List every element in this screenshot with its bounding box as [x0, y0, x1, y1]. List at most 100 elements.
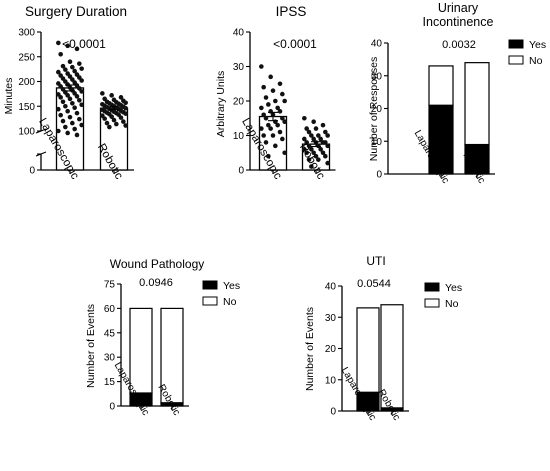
- data-point: [77, 61, 82, 66]
- bar-segment-no: [129, 307, 153, 394]
- y-tick-label: 40: [325, 282, 337, 293]
- data-point: [273, 143, 278, 149]
- data-point: [60, 99, 66, 105]
- data-point: [79, 78, 84, 83]
- data-point: [56, 128, 61, 134]
- data-point: [77, 98, 82, 103]
- data-point: [56, 69, 61, 75]
- data-point: [325, 133, 330, 138]
- chart-title: UTI: [366, 254, 385, 268]
- data-point: [67, 96, 73, 102]
- y-tick-label: 20: [325, 344, 337, 355]
- y-tick-label: 60: [104, 304, 116, 315]
- data-point: [58, 95, 63, 100]
- data-point: [325, 143, 330, 149]
- data-point: [277, 81, 283, 87]
- chart-title-line-2: Incontinence: [423, 15, 494, 29]
- axis-break-mark: [35, 151, 47, 157]
- data-point: [313, 126, 319, 131]
- data-point: [74, 110, 80, 116]
- data-point: [268, 74, 273, 80]
- data-point: [304, 126, 309, 131]
- data-point: [56, 40, 61, 46]
- data-point: [316, 133, 321, 138]
- data-point: [261, 112, 266, 118]
- y-tick-label: 100: [18, 127, 35, 138]
- data-point: [65, 130, 70, 136]
- y-tick-label: 10: [371, 137, 383, 148]
- y-tick-label: 45: [104, 328, 116, 339]
- legend-swatch: [424, 282, 440, 292]
- legend-swatch: [424, 298, 440, 308]
- legend-label: Yes: [445, 282, 462, 294]
- data-point: [316, 157, 321, 162]
- data-point: [320, 150, 326, 156]
- legend-label: No: [223, 296, 237, 308]
- data-point: [304, 150, 309, 156]
- data-point: [63, 67, 68, 72]
- data-point: [67, 114, 73, 120]
- data-point: [123, 105, 128, 111]
- data-point: [325, 160, 330, 166]
- data-point: [70, 120, 75, 126]
- data-point: [261, 84, 266, 90]
- data-point: [306, 157, 312, 162]
- data-point: [79, 102, 84, 108]
- y-tick-label: 10: [233, 131, 245, 142]
- data-point: [309, 164, 314, 169]
- y-tick-label: 10: [325, 375, 337, 386]
- data-point: [318, 147, 323, 152]
- legend-swatch: [508, 39, 524, 49]
- data-point: [70, 100, 75, 106]
- legend-label: No: [529, 55, 543, 67]
- chart-title-line-1: Urinary: [438, 1, 479, 15]
- data-point: [282, 119, 287, 124]
- y-tick-label: 0: [330, 407, 336, 418]
- data-point: [263, 115, 269, 121]
- data-point: [306, 129, 312, 135]
- y-tick-label: 30: [371, 71, 383, 82]
- data-point: [273, 98, 278, 104]
- y-tick-label: 40: [371, 39, 383, 50]
- data-point: [268, 126, 273, 131]
- data-point: [104, 120, 110, 126]
- data-point: [56, 106, 61, 112]
- data-point: [74, 46, 80, 52]
- data-point: [65, 43, 70, 49]
- y-tick-label: 20: [371, 104, 383, 115]
- data-point: [304, 140, 309, 145]
- data-point: [311, 150, 316, 156]
- data-point: [309, 147, 314, 152]
- data-point: [311, 136, 316, 142]
- data-point: [74, 94, 80, 99]
- data-point: [318, 136, 323, 142]
- data-point: [302, 115, 307, 121]
- legend-swatch: [508, 55, 524, 65]
- data-point: [58, 51, 63, 57]
- bar-segment-no: [356, 307, 380, 393]
- data-point: [65, 108, 70, 114]
- data-point: [259, 105, 264, 111]
- y-tick-label: 300: [18, 28, 35, 39]
- data-point: [60, 63, 66, 69]
- data-point: [123, 100, 128, 106]
- data-point: [323, 129, 328, 135]
- data-point: [109, 114, 114, 119]
- y-tick-label: 0: [376, 170, 382, 181]
- p-value-label: 0.0946: [139, 277, 173, 289]
- legend-label: Yes: [223, 280, 240, 292]
- legend-swatch: [202, 280, 218, 290]
- data-point: [261, 133, 266, 138]
- data-point: [100, 91, 105, 96]
- data-point: [259, 64, 264, 69]
- data-point: [270, 88, 276, 93]
- data-point: [266, 102, 271, 107]
- y-axis-label: Minutes: [3, 78, 15, 115]
- data-point: [302, 147, 307, 152]
- legend-label: Yes: [529, 39, 546, 51]
- y-tick-label: 30: [104, 353, 116, 364]
- y-axis-label: Number of Events: [85, 304, 97, 388]
- data-point: [313, 153, 319, 159]
- data-point: [280, 91, 285, 97]
- data-point: [275, 122, 280, 128]
